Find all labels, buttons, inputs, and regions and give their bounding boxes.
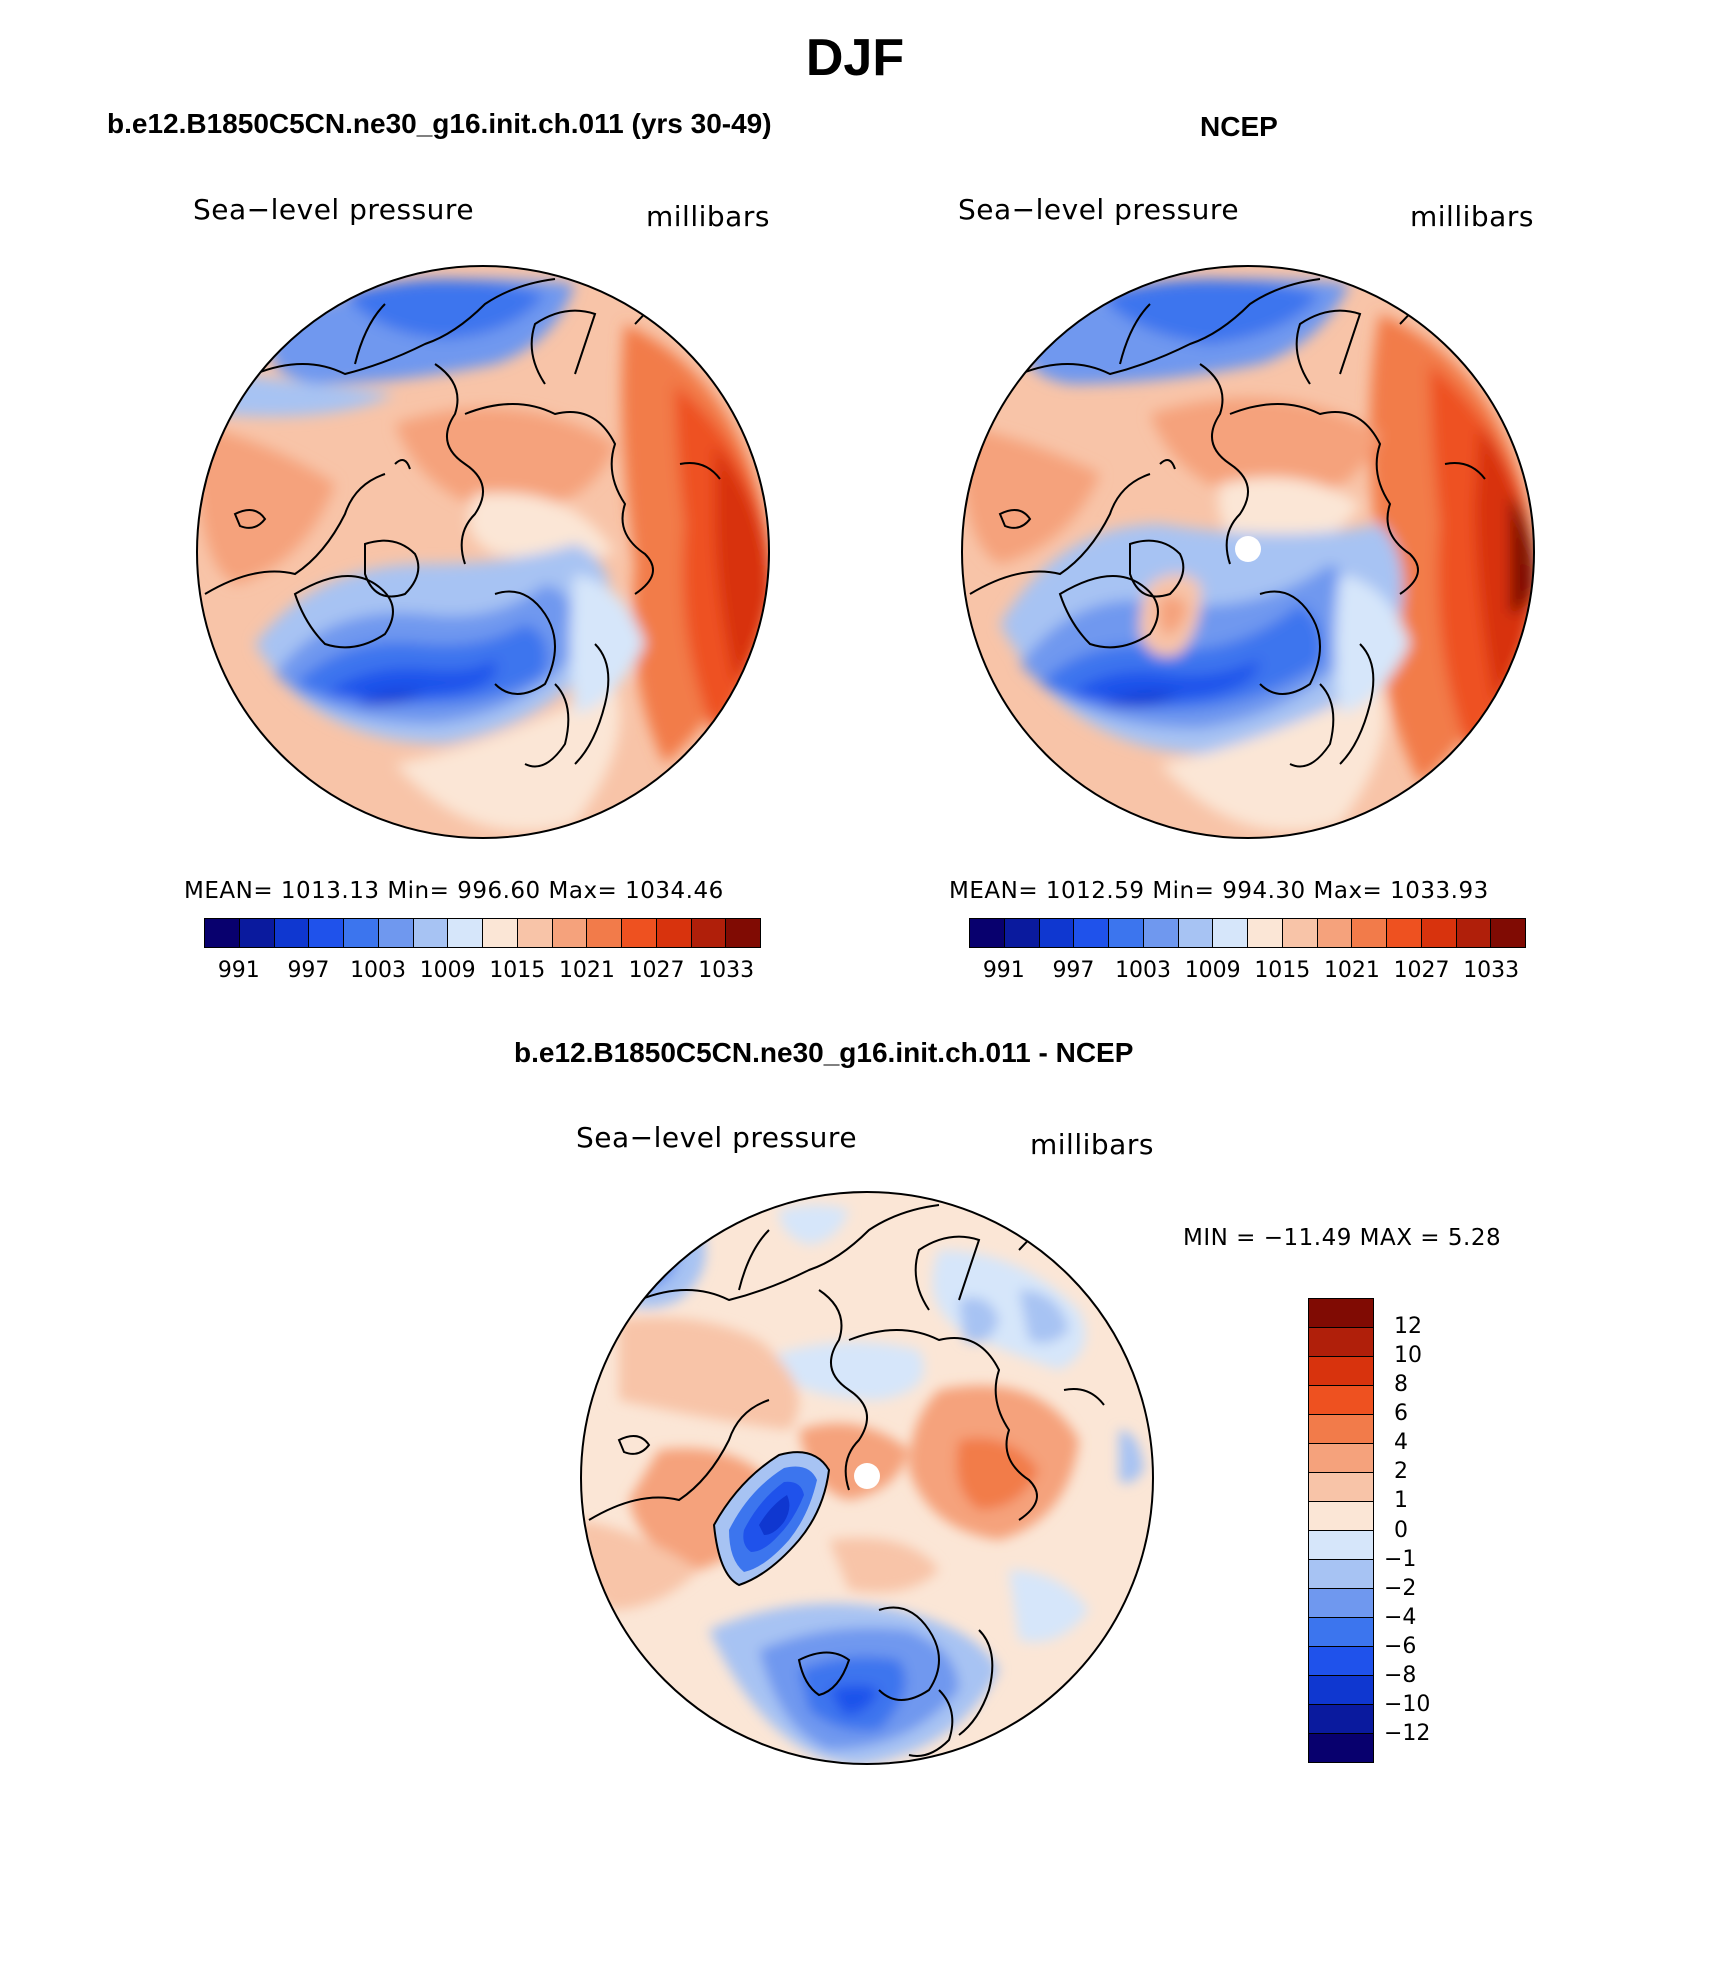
colorbar-swatch xyxy=(1309,1531,1373,1560)
colorbar-tick-label: 10 xyxy=(1394,1343,1422,1369)
colorbar-tick-label: 1003 xyxy=(1115,958,1172,983)
colorbar-tick-label: 0 xyxy=(1394,1517,1408,1543)
figure-title: DJF xyxy=(805,29,905,87)
colorbar-tick-label: 4 xyxy=(1394,1430,1408,1456)
colorbar-swatch xyxy=(1309,1676,1373,1705)
colorbar-swatch xyxy=(413,919,449,947)
colorbar-tick-label: 8 xyxy=(1394,1372,1408,1398)
colorbar-tick-label: 1027 xyxy=(628,958,685,983)
colorbar-swatch xyxy=(1309,1589,1373,1618)
colorbar-swatch xyxy=(1309,1299,1373,1328)
colorbar-swatch xyxy=(587,919,622,947)
colorbar-swatch xyxy=(1309,1502,1373,1531)
colorbar-tick-label: 1033 xyxy=(698,958,755,983)
colorbar-swatch xyxy=(1491,919,1525,947)
colorbar-swatch xyxy=(239,919,275,947)
colorbar-swatch xyxy=(1309,1386,1373,1415)
colorbar-swatch xyxy=(1309,1705,1373,1734)
colorbar-tick-label: 1009 xyxy=(419,958,476,983)
colorbar-swatch xyxy=(656,919,692,947)
panel-right-variable: Sea−level pressure xyxy=(958,193,1240,226)
colorbar-swatch xyxy=(970,919,1005,947)
panel-left-colorbar xyxy=(204,918,761,948)
colorbar-tick-label: −8 xyxy=(1384,1662,1417,1688)
colorbar-swatch xyxy=(378,919,414,947)
colorbar-swatch xyxy=(1074,919,1109,947)
panel-diff-variable: Sea−level pressure xyxy=(576,1121,858,1154)
colorbar-swatch xyxy=(1421,919,1457,947)
colorbar-swatch xyxy=(1004,919,1040,947)
colorbar-tick-label: 991 xyxy=(982,958,1025,983)
colorbar-swatch xyxy=(1309,1473,1373,1502)
colorbar-tick-label: 1021 xyxy=(558,958,615,983)
panel-left-units: millibars xyxy=(646,200,770,233)
colorbar-tick-label: −1 xyxy=(1384,1546,1417,1572)
colorbar-swatch xyxy=(309,919,344,947)
colorbar-swatch xyxy=(691,919,727,947)
colorbar-tick-label: −2 xyxy=(1384,1575,1417,1601)
colorbar-swatch xyxy=(1456,919,1492,947)
colorbar-swatch xyxy=(1039,919,1075,947)
panel-right-colorbar xyxy=(969,918,1526,948)
colorbar-swatch xyxy=(1317,919,1353,947)
colorbar-tick-label: 997 xyxy=(1052,958,1095,983)
colorbar-swatch xyxy=(1109,919,1144,947)
colorbar-tick-label: 997 xyxy=(287,958,330,983)
colorbar-swatch xyxy=(1309,1618,1373,1647)
colorbar-tick-label: 1 xyxy=(1394,1488,1408,1514)
colorbar-swatch xyxy=(1309,1647,1373,1676)
colorbar-swatch xyxy=(205,919,240,947)
panel-left-map xyxy=(196,265,770,839)
panel-diff-stats: MIN = −11.49 MAX = 5.28 xyxy=(1183,1225,1502,1251)
colorbar-swatch xyxy=(1282,919,1318,947)
colorbar-swatch xyxy=(726,919,760,947)
colorbar-tick-label: 1015 xyxy=(489,958,546,983)
colorbar-tick-label: 1021 xyxy=(1323,958,1380,983)
colorbar-swatch xyxy=(1248,919,1283,947)
panel-right-title: NCEP xyxy=(1200,111,1278,142)
colorbar-swatch xyxy=(622,919,657,947)
colorbar-tick-label: −12 xyxy=(1384,1720,1431,1746)
colorbar-swatch xyxy=(1352,919,1387,947)
panel-diff-units: millibars xyxy=(1030,1128,1154,1161)
panel-right-units: millibars xyxy=(1410,200,1534,233)
colorbar-swatch xyxy=(344,919,379,947)
panel-left-stats: MEAN= 1013.13 Min= 996.60 Max= 1034.46 xyxy=(184,878,724,904)
colorbar-swatch xyxy=(1309,1560,1373,1589)
colorbar-tick-label: 1009 xyxy=(1184,958,1241,983)
colorbar-tick-label: 1003 xyxy=(350,958,407,983)
colorbar-tick-label: 991 xyxy=(217,958,260,983)
colorbar-swatch xyxy=(1178,919,1214,947)
colorbar-swatch xyxy=(1309,1328,1373,1357)
colorbar-tick-label: 1015 xyxy=(1254,958,1311,983)
panel-diff-colorbar xyxy=(1308,1298,1374,1763)
colorbar-swatch xyxy=(448,919,483,947)
colorbar-swatch xyxy=(483,919,518,947)
colorbar-tick-label: −6 xyxy=(1384,1633,1417,1659)
colorbar-tick-label: 1027 xyxy=(1393,958,1450,983)
panel-diff-title: b.e12.B1850C5CN.ne30_g16.init.ch.011 - N… xyxy=(514,1037,1134,1068)
colorbar-swatch xyxy=(552,919,588,947)
colorbar-tick-label: 2 xyxy=(1394,1459,1408,1485)
panel-left-title: b.e12.B1850C5CN.ne30_g16.init.ch.011 (yr… xyxy=(107,108,772,139)
colorbar-tick-label: 1033 xyxy=(1463,958,1520,983)
colorbar-swatch xyxy=(517,919,553,947)
colorbar-swatch xyxy=(274,919,310,947)
colorbar-swatch xyxy=(1143,919,1179,947)
panel-diff-map xyxy=(580,1191,1154,1765)
colorbar-swatch xyxy=(1213,919,1248,947)
colorbar-tick-label: 6 xyxy=(1394,1401,1408,1427)
colorbar-tick-label: −4 xyxy=(1384,1604,1417,1630)
colorbar-swatch xyxy=(1387,919,1422,947)
colorbar-swatch xyxy=(1309,1357,1373,1386)
panel-right-stats: MEAN= 1012.59 Min= 994.30 Max= 1033.93 xyxy=(949,878,1489,904)
colorbar-tick-label: 12 xyxy=(1394,1314,1422,1340)
colorbar-tick-label: −10 xyxy=(1384,1691,1431,1717)
colorbar-swatch xyxy=(1309,1444,1373,1473)
colorbar-swatch xyxy=(1309,1734,1373,1762)
colorbar-swatch xyxy=(1309,1415,1373,1444)
panel-left-variable: Sea−level pressure xyxy=(193,193,475,226)
panel-right-map xyxy=(961,265,1535,839)
